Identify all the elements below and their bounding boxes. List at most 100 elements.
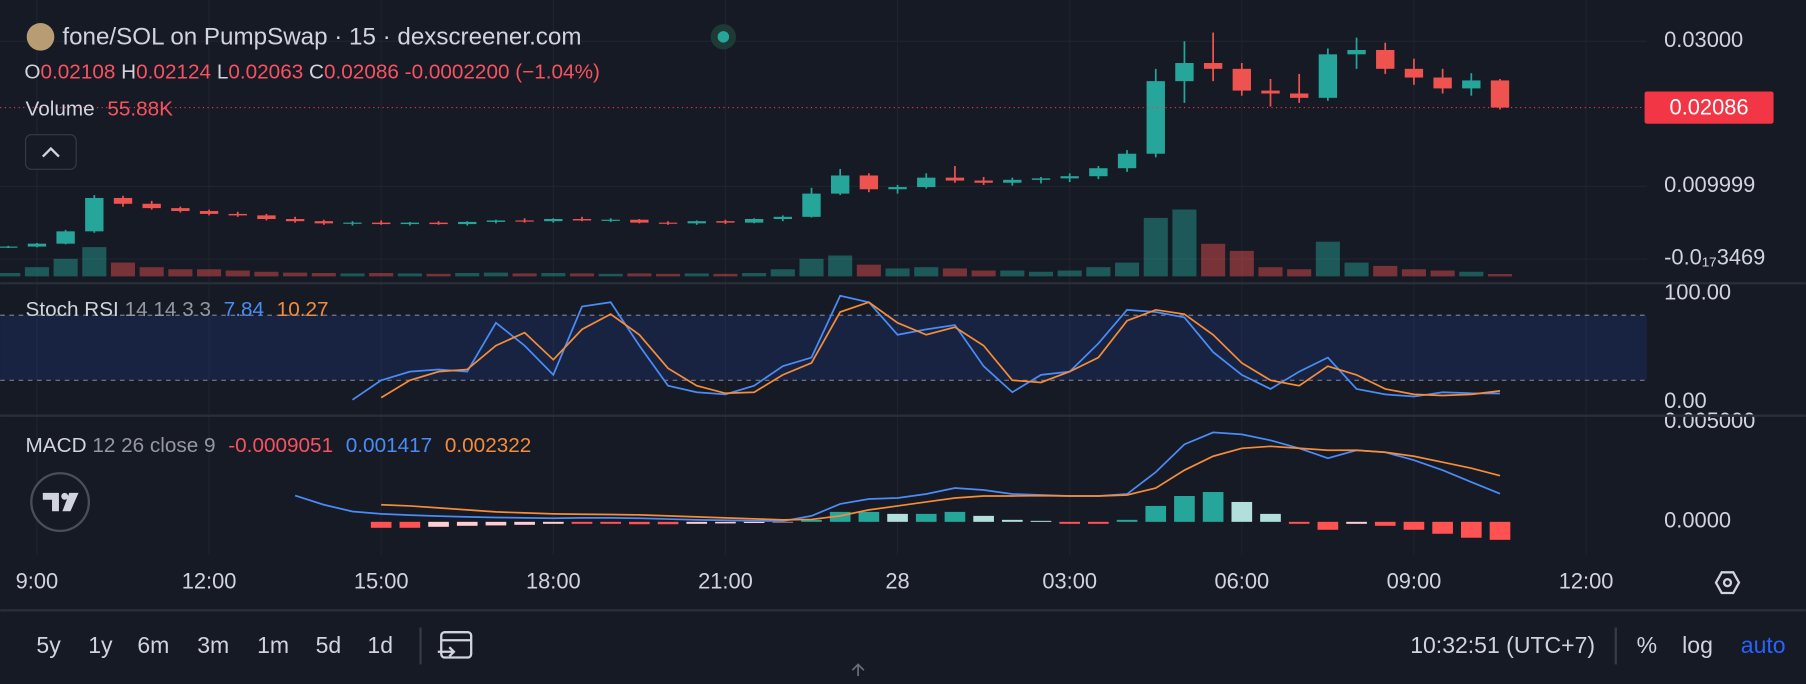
candle-body	[1490, 80, 1510, 108]
settings-icon	[1722, 578, 1733, 588]
volume-bar	[684, 273, 709, 277]
scale-options: % log auto	[1637, 632, 1786, 658]
range-button[interactable]: 6m	[137, 632, 169, 658]
histogram-bar	[542, 521, 564, 524]
logo-mark	[61, 492, 69, 500]
candle-body	[1089, 168, 1108, 177]
candle-body	[1203, 63, 1223, 69]
histogram-bar	[1346, 521, 1367, 524]
ohlc-label: H	[121, 61, 136, 84]
volume-bar	[569, 273, 595, 277]
indicator-params: 14 14 3 3	[125, 298, 211, 321]
indicator-params: 12 26 close 9	[92, 434, 215, 457]
x-tick-label: 9:00	[16, 568, 59, 593]
volume-bar	[1344, 262, 1369, 277]
candle-body	[1003, 179, 1022, 183]
volume-bar	[139, 267, 164, 277]
indicator-value: 0.002322	[445, 434, 531, 457]
histogram-bar	[370, 521, 392, 528]
y-tick-label: 0.009999	[1664, 172, 1755, 197]
scale-option[interactable]: %	[1637, 632, 1657, 658]
y-tick-label: 0.00	[1664, 388, 1707, 413]
volume-bar	[0, 273, 21, 277]
range-button[interactable]: 5y	[36, 632, 61, 658]
candle-body	[343, 222, 362, 224]
volume-bar	[283, 272, 308, 277]
date-range-button[interactable]	[437, 631, 473, 659]
histogram-bar	[657, 521, 679, 525]
histogram-bar	[715, 521, 736, 524]
candle-body	[85, 197, 104, 232]
ohlc-value: 0.02124	[136, 61, 211, 84]
settings-icon	[1714, 571, 1741, 595]
candle-body	[171, 208, 190, 212]
candle-body	[113, 197, 133, 204]
scale-option[interactable]: auto	[1741, 632, 1786, 658]
range-button[interactable]: 5d	[316, 632, 342, 658]
ohlc-change: -0.0002200 (−1.04%)	[405, 61, 600, 84]
histogram-bar	[428, 521, 449, 527]
y-tick-label: 0.005000	[1664, 408, 1755, 433]
volume-bar	[82, 247, 107, 277]
histogram-bar	[1489, 521, 1511, 540]
volume-value: 55.88K	[107, 98, 173, 121]
candle-body	[27, 243, 47, 247]
volume-bar	[1229, 250, 1254, 277]
range-button[interactable]: 1y	[88, 632, 113, 658]
logo-mark	[62, 492, 79, 512]
candle-body	[1347, 49, 1366, 55]
indicator-line	[381, 445, 1501, 521]
candle-body	[888, 187, 907, 190]
volume-bar	[340, 273, 365, 277]
volume-bar	[1172, 209, 1197, 277]
collapse-button[interactable]	[24, 134, 77, 170]
volume-label: Volume	[26, 98, 95, 121]
volume-bar	[1401, 269, 1426, 277]
chart-title: fone/SOL on PumpSwap · 15 · dexscreener.…	[62, 23, 581, 50]
tradingview-logo[interactable]	[30, 472, 91, 533]
histogram-bar	[829, 511, 851, 522]
volume-bar	[742, 273, 767, 277]
histogram-bar	[456, 521, 478, 526]
x-tick-label: 15:00	[354, 568, 409, 593]
resize-handle[interactable]	[851, 663, 865, 676]
candle-body	[744, 219, 764, 223]
range-button[interactable]: 3m	[197, 632, 229, 658]
histogram-bar	[1288, 521, 1310, 524]
candle-body	[859, 175, 879, 190]
volume-bar	[483, 272, 508, 277]
histogram-bar	[973, 515, 994, 522]
volume-bar	[197, 269, 222, 277]
settings-button[interactable]	[1714, 571, 1741, 595]
histogram-bar	[1202, 492, 1224, 522]
histogram-bar	[944, 511, 966, 522]
range-button[interactable]: 1m	[257, 632, 289, 658]
histogram-bar	[571, 521, 593, 524]
candle-body	[831, 175, 850, 194]
indicator-value: 0.001417	[346, 434, 432, 457]
candle-body	[199, 211, 219, 214]
histogram-bar	[1231, 501, 1253, 522]
volume-bar	[971, 270, 996, 277]
x-tick-label: 12:00	[1559, 568, 1614, 593]
band-fill	[0, 315, 1647, 381]
calendar-icon	[440, 631, 473, 659]
collapse-icon	[42, 146, 60, 158]
scale-option[interactable]: log	[1682, 632, 1713, 658]
range-button[interactable]: 1d	[367, 632, 393, 658]
ohlc-label: O	[24, 61, 40, 84]
volume-bar	[598, 273, 623, 277]
candle-body	[572, 219, 592, 221]
x-tick-label: 06:00	[1214, 568, 1269, 593]
candle-body	[1318, 54, 1338, 98]
candle-body	[1146, 81, 1165, 154]
candle-body	[515, 220, 534, 222]
volume-bar	[799, 258, 824, 277]
x-tick-label: 28	[885, 568, 909, 593]
histogram-bar	[1030, 520, 1052, 522]
histogram-bar	[1059, 521, 1081, 524]
candle-body	[945, 177, 965, 181]
volume-bar	[1143, 217, 1168, 277]
histogram-bar	[485, 521, 507, 526]
candle-body	[458, 221, 477, 225]
